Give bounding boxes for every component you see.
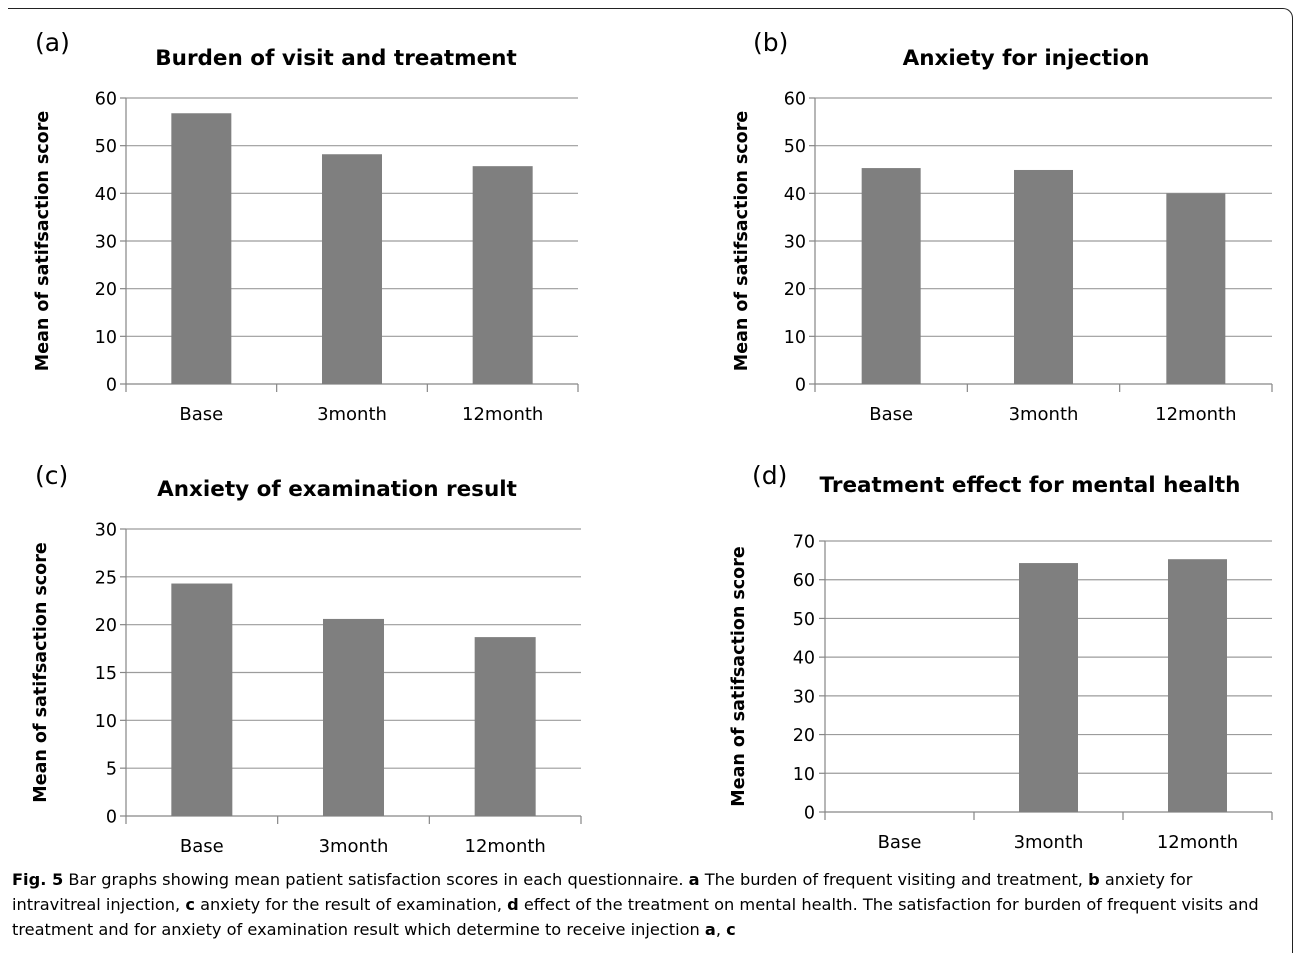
y-tick-label: 10 [793, 765, 815, 785]
caption-text: effect of the treatment on mental health… [12, 895, 1259, 939]
y-axis-label: Mean of satifsaction score [729, 546, 749, 807]
caption-ref: b [1088, 870, 1100, 889]
caption-text: The burden of frequent visiting and trea… [699, 870, 1089, 889]
y-tick-label: 20 [784, 280, 806, 300]
x-tick-label: 3month [1014, 832, 1084, 853]
x-tick-label: 12month [1157, 832, 1238, 853]
panel-label: (b) [753, 28, 788, 57]
y-tick-label: 50 [784, 137, 806, 157]
y-tick-label: 40 [793, 649, 815, 669]
y-tick-label: 30 [784, 233, 806, 253]
y-tick-label: 60 [95, 90, 117, 110]
panel-label: (c) [35, 461, 68, 490]
x-tick-label: Base [179, 404, 223, 425]
caption-text: , [715, 920, 727, 939]
y-tick-label: 5 [106, 760, 117, 780]
caption-text: Bar graphs showing mean patient satisfac… [63, 870, 689, 889]
y-tick-label: 0 [804, 804, 815, 824]
y-tick-label: 0 [106, 808, 117, 828]
bar [1166, 193, 1226, 384]
caption-text: anxiety for intravitreal injection, [12, 870, 1193, 914]
x-tick-label: Base [869, 404, 913, 425]
caption-ref: d [507, 895, 519, 914]
bar [322, 154, 382, 384]
y-tick-label: 50 [793, 610, 815, 630]
panel-label: (a) [35, 28, 70, 57]
y-tick-label: 10 [784, 328, 806, 348]
chart-panel: 0 10 20 30 40 50 60 Base 3month 12month Anxiety fo… [732, 28, 1273, 425]
y-tick-label: 70 [793, 533, 815, 553]
y-tick-label: 0 [795, 376, 806, 396]
bar [171, 113, 232, 385]
y-tick-label: 60 [784, 90, 806, 110]
y-tick-label: 50 [95, 137, 117, 157]
x-tick-label: 3month [319, 836, 389, 857]
bar [1014, 169, 1073, 384]
y-axis-label: Mean of satifsaction score [732, 111, 752, 372]
y-tick-label: 0 [106, 376, 117, 396]
bar [861, 168, 921, 384]
caption-text: anxiety for the result of examination, [194, 895, 508, 914]
figure-label: Fig. 5 [12, 870, 64, 889]
y-tick-label: 10 [95, 328, 117, 348]
y-tick-label: 15 [95, 664, 117, 684]
y-tick-label: 20 [793, 726, 815, 746]
bar [1019, 563, 1078, 812]
chart-title: Burden of visit and treatment [155, 46, 517, 71]
y-tick-label: 40 [95, 185, 117, 205]
bar [474, 637, 536, 816]
chart-panel: 0 5 10 15 20 25 30 Base 3month 12month Anxiety of … [31, 461, 582, 857]
bar [472, 166, 533, 384]
chart-title: Anxiety for injection [903, 46, 1150, 71]
x-tick-label: 12month [1155, 404, 1236, 425]
caption-ref: a [688, 870, 700, 889]
x-tick-label: Base [878, 832, 922, 853]
y-tick-label: 30 [95, 521, 117, 541]
panel-label: (d) [752, 461, 787, 490]
x-tick-label: 12month [462, 404, 543, 425]
bar [1168, 559, 1227, 812]
y-tick-label: 25 [95, 568, 117, 588]
y-tick-label: 60 [793, 571, 815, 591]
x-tick-label: 12month [465, 836, 546, 857]
caption-ref: a [704, 920, 716, 939]
chart-panel: 0 10 20 30 40 50 60 70 Base 3month 12month Treatmen… [729, 461, 1273, 853]
chart-panel: 0 10 20 30 40 50 60 Base 3month 12month Burden of … [33, 28, 579, 425]
caption-ref: c [726, 920, 736, 939]
y-tick-label: 30 [95, 233, 117, 253]
bar [171, 583, 233, 816]
y-tick-label: 40 [784, 185, 806, 205]
y-axis-label: Mean of satifsaction score [33, 111, 53, 372]
y-tick-label: 30 [793, 687, 815, 707]
y-tick-label: 20 [95, 280, 117, 300]
caption-ref: c [185, 895, 195, 914]
x-tick-label: 3month [317, 404, 387, 425]
chart-title: Anxiety of examination result [157, 477, 517, 502]
bar [323, 618, 384, 816]
x-tick-label: Base [180, 836, 224, 857]
y-tick-label: 10 [95, 712, 117, 732]
y-tick-label: 20 [95, 616, 117, 636]
chart-title: Treatment effect for mental health [820, 473, 1241, 498]
y-axis-label: Mean of satifsaction score [31, 542, 51, 803]
figure-caption: Fig. 5 Bar graphs showing mean patient s… [12, 867, 1274, 942]
x-tick-label: 3month [1009, 404, 1079, 425]
